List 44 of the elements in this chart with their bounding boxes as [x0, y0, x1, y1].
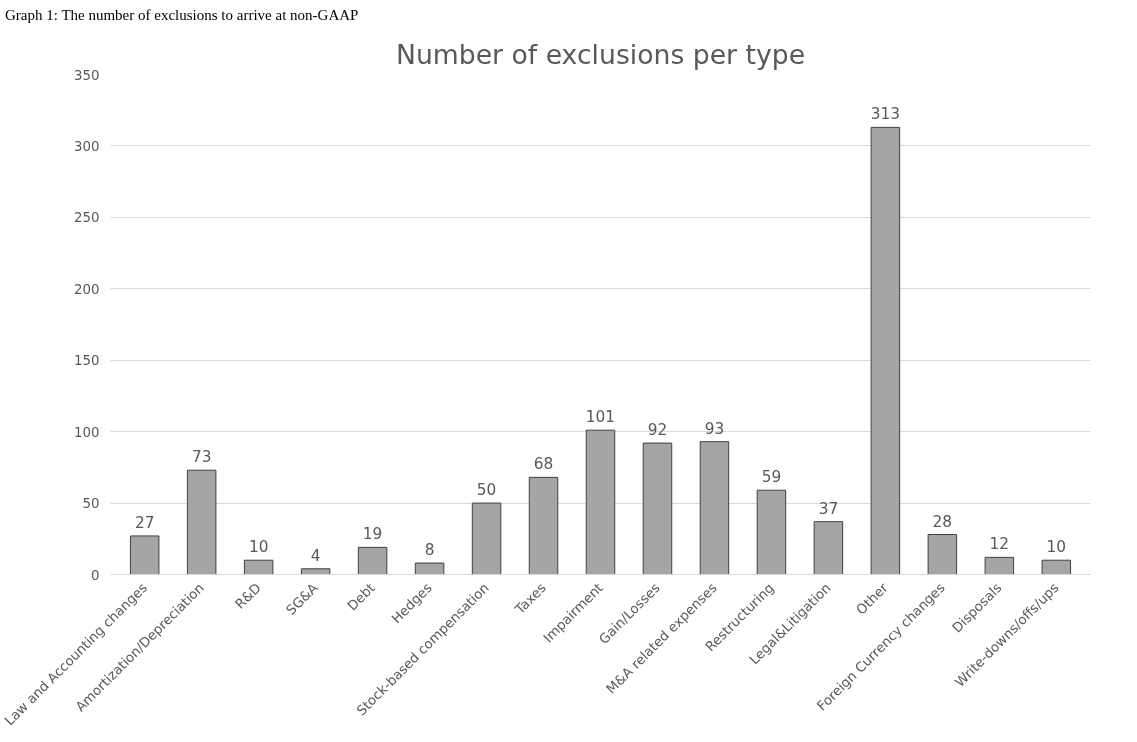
data-label: 313 — [870, 105, 901, 124]
y-tick-label: 0 — [91, 567, 100, 583]
data-label: 92 — [647, 421, 668, 440]
bar — [585, 430, 616, 575]
data-label: 101 — [585, 408, 616, 427]
data-label: 37 — [818, 500, 839, 519]
bar — [699, 441, 730, 575]
bar — [1041, 560, 1072, 575]
bar — [243, 560, 274, 575]
data-label: 8 — [424, 541, 435, 560]
bar — [642, 442, 673, 575]
bar — [186, 470, 217, 575]
bar — [414, 562, 445, 575]
bar — [528, 477, 559, 575]
data-label: 10 — [1046, 538, 1067, 557]
data-label: 50 — [476, 481, 497, 500]
data-label: 68 — [533, 455, 554, 474]
bar — [357, 547, 388, 575]
chart-title: Number of exclusions per type — [395, 38, 806, 70]
caption: Graph 1: The number of exclusions to arrive at non-GAAP — [5, 6, 359, 25]
bar — [471, 502, 502, 575]
data-label: 59 — [761, 468, 782, 487]
y-tick-label: 100 — [74, 425, 100, 441]
bar — [870, 127, 901, 575]
data-label: 10 — [248, 538, 269, 557]
bar — [813, 521, 844, 575]
data-label: 73 — [191, 448, 212, 467]
bar — [927, 534, 958, 575]
bar — [756, 490, 787, 575]
bar — [984, 557, 1015, 575]
y-tick-label: 200 — [74, 282, 100, 298]
data-label: 27 — [134, 514, 155, 533]
y-tick-label: 150 — [74, 353, 100, 369]
data-label: 12 — [989, 535, 1010, 554]
data-label: 4 — [310, 547, 321, 566]
bar — [129, 535, 160, 575]
y-tick-label: 300 — [74, 139, 100, 155]
data-label: 19 — [362, 525, 383, 544]
y-tick-label: 50 — [82, 496, 100, 512]
data-label: 28 — [932, 512, 953, 531]
y-tick-label: 250 — [74, 210, 100, 226]
y-tick-label: 350 — [74, 67, 100, 83]
bar — [300, 568, 331, 575]
data-label: 93 — [704, 420, 725, 439]
